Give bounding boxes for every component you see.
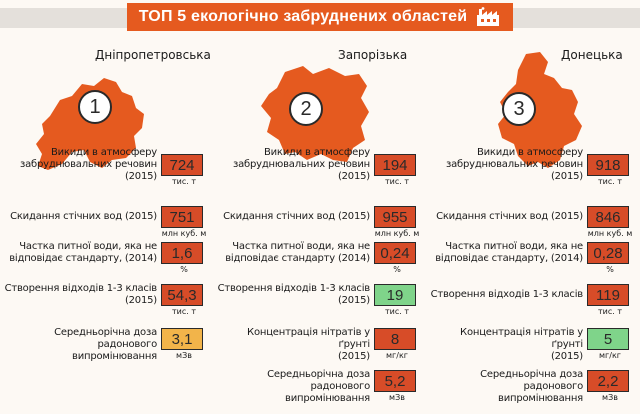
stat-value: 751 (161, 206, 203, 228)
stat-label-line: Частка питної води, яка не (232, 241, 370, 252)
stat-unit: тис. т (384, 307, 409, 316)
stat-unit: мЗв (176, 351, 192, 360)
stat-label: Викиди в атмосферу забруднювальних речови… (2, 147, 157, 183)
stat-value: 846 (587, 206, 629, 228)
stat-unit: мг/кг (599, 351, 621, 360)
region-column: Запорізька 2 Викиди в атмосферу забруднюв… (213, 36, 426, 414)
stat-label-line: Частка питної води, яка не (445, 241, 583, 252)
stat-label: Середньорічна доза радонового випромінюва… (215, 369, 370, 405)
stat-label: Створення відходів 1-3 класів (2015) (215, 283, 371, 307)
stat-unit: тис. т (171, 177, 196, 186)
stat-label-line: (2015) (337, 295, 370, 306)
stat-unit: % (606, 265, 614, 274)
stat-label-line: Середньорічна доза радонового (54, 327, 157, 350)
stat-label-line: Створення відходів 1-3 класів (4, 283, 158, 294)
stat-unit: млн куб. м (161, 229, 207, 238)
stat-label-line: Концентрація нітратів у ґрунті (460, 327, 583, 350)
stat-label-line: Скидання стічних вод (2015) (436, 211, 583, 222)
stat-label-line: Середньорічна доза радонового (267, 369, 370, 392)
stat-label: Створення відходів 1-3 класів (2015) (2, 283, 158, 307)
region-map (498, 52, 582, 168)
stat-unit: млн куб. м (374, 229, 420, 238)
stat-label: Частка питної води, яка не відповідає ста… (215, 241, 370, 265)
stat-value: 19 (374, 284, 416, 306)
region-name: Дніпропетровська (95, 48, 211, 62)
stat-label-line: (2015) (550, 351, 583, 362)
stat-label: Скидання стічних вод (2015) (2, 211, 157, 223)
stat-value: 3,1 (161, 328, 203, 350)
factory-icon (477, 7, 500, 26)
stat-label: Середньорічна доза радонового випромінюва… (428, 369, 583, 405)
stat-value: 5 (587, 328, 629, 350)
stat-label-line: Скидання стічних вод (2015) (10, 211, 157, 222)
stat-value: 2,2 (587, 370, 629, 392)
stat-label: Концентрація нітратів у ґрунті (2015) (428, 327, 583, 363)
stat-label-line: (2015) (550, 171, 583, 182)
stat-value: 54,3 (161, 284, 203, 306)
stat-label: Викиди в атмосферу забруднювальних речови… (428, 147, 583, 183)
stat-value: 8 (374, 328, 416, 350)
stat-label-line: відповідає стандарту (2014) (225, 253, 370, 264)
stat-label-line: Частка питної води, яка не (19, 241, 157, 252)
stat-unit: млн куб. м (587, 229, 633, 238)
region-map (36, 78, 144, 170)
rank-badge: 3 (502, 92, 536, 126)
stat-unit: % (180, 265, 188, 274)
stat-value: 724 (161, 154, 203, 176)
stat-label-line: (2015) (124, 171, 157, 182)
stat-label-line: відповідає стандарту, (2014) (435, 253, 583, 264)
stat-label-line: Скидання стічних вод (2015) (223, 211, 370, 222)
rank-badge: 1 (78, 90, 112, 124)
stat-label-line: Створення відходів 1-3 класів (430, 289, 584, 300)
stat-label-line: випромінювання (285, 393, 370, 404)
stat-value: 119 (587, 284, 629, 306)
stat-unit: тис. т (171, 307, 196, 316)
stat-value: 1,6 (161, 242, 203, 264)
stat-label: Скидання стічних вод (2015) (428, 211, 583, 223)
stat-label-line: забруднювальних речовин (445, 159, 583, 170)
stat-label: Частка питної води, яка не відповідає ста… (428, 241, 583, 265)
stat-label: Частка питної води, яка не відповідає ста… (2, 241, 157, 265)
stat-label-line: забруднювальних речовин (19, 159, 157, 170)
stat-unit: тис. т (597, 307, 622, 316)
stat-label: Концентрація нітратів у ґрунті (2015) (215, 327, 370, 363)
stat-value: 5,2 (374, 370, 416, 392)
stat-label-line: (2015) (337, 171, 370, 182)
stat-label: Викиди в атмосферу забруднювальних речови… (215, 147, 370, 183)
stat-unit: мг/кг (386, 351, 408, 360)
stat-value: 0,24 (374, 242, 416, 264)
stat-label-line: випромінювання (72, 351, 157, 362)
stat-label-line: Середньорічна доза радонового (480, 369, 583, 392)
stat-label-line: відповідає стандарту, (2014) (9, 253, 157, 264)
stat-label-line: випромінювання (498, 393, 583, 404)
stat-label-line: Створення відходів 1-3 класів (217, 283, 371, 294)
stat-value: 194 (374, 154, 416, 176)
stat-label-line: (2015) (337, 351, 370, 362)
stat-unit: % (393, 265, 401, 274)
stat-label: Середньорічна доза радонового випромінюва… (2, 327, 157, 363)
stat-label-line: Викиди в атмосферу (476, 147, 583, 158)
stat-label-line: Викиди в атмосферу (263, 147, 370, 158)
stat-label-line: Викиди в атмосферу (50, 147, 157, 158)
region-name: Донецька (561, 48, 623, 62)
region-column: Дніпропетровська 1 Викиди в атмосферу заб… (0, 36, 213, 414)
stat-unit: мЗв (602, 393, 618, 402)
stat-label-line: (2015) (124, 295, 157, 306)
stat-value: 955 (374, 206, 416, 228)
stat-unit: тис. т (597, 177, 622, 186)
region-name: Запорізька (338, 48, 408, 62)
stat-value: 0,28 (587, 242, 629, 264)
region-column: Донецька 3 Викиди в атмосферу забруднювал… (426, 36, 639, 414)
stat-label-line: Концентрація нітратів у ґрунті (247, 327, 370, 350)
rank-badge: 2 (289, 92, 323, 126)
stat-label-line: забруднювальних речовин (232, 159, 370, 170)
stat-label: Скидання стічних вод (2015) (215, 211, 370, 223)
stat-unit: тис. т (384, 177, 409, 186)
title-box: ТОП 5 екологічно забруднених областей (126, 3, 514, 31)
page-title: ТОП 5 екологічно забруднених областей (138, 8, 468, 25)
stat-label: Створення відходів 1-3 класів (428, 289, 584, 301)
header-banner: ТОП 5 екологічно забруднених областей (0, 0, 640, 34)
stat-unit: мЗв (389, 393, 405, 402)
stat-value: 918 (587, 154, 629, 176)
